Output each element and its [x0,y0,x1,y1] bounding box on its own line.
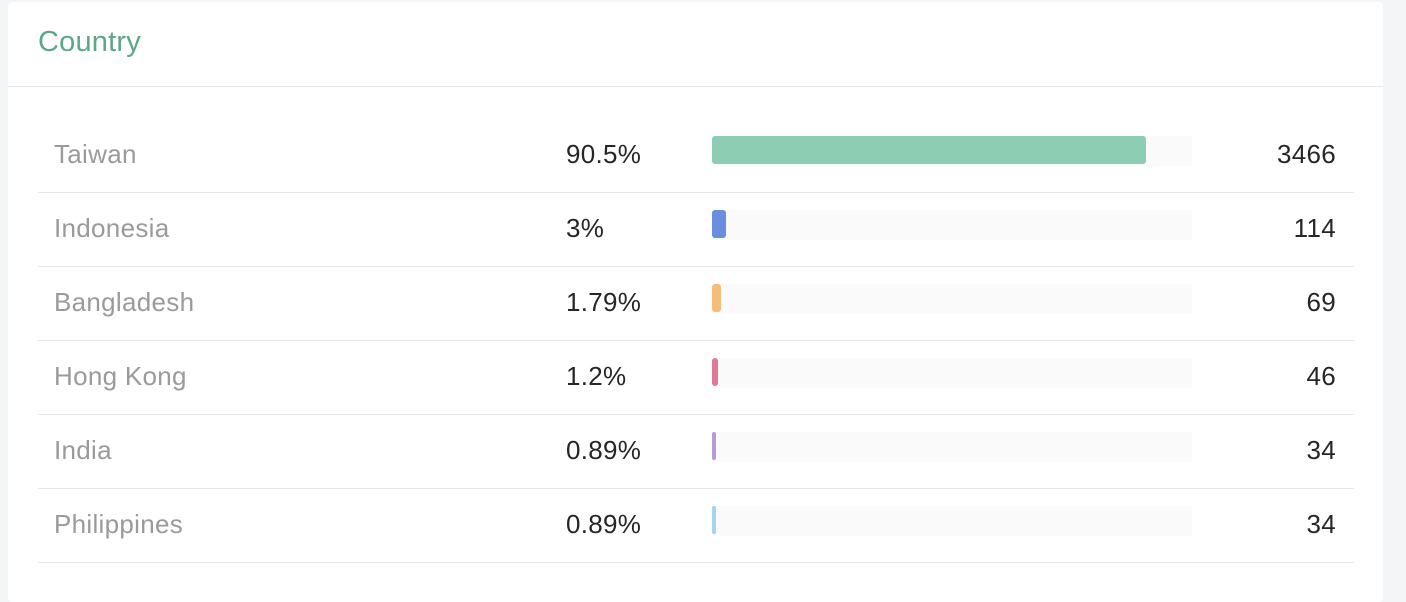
progress-track [712,136,1192,166]
card-header: Country [8,2,1383,87]
country-count: 3466 [1276,139,1336,169]
country-name: Bangladesh [54,287,195,317]
country-name: Indonesia [54,213,170,243]
progress-fill [712,210,726,238]
progress-track [712,358,1192,388]
country-count: 69 [1306,287,1336,317]
country-list: Taiwan 90.5% 3466 Indonesia 3% 114 Bangl… [38,119,1354,563]
progress-track [712,284,1192,314]
country-percent: 3% [566,213,605,243]
country-name: India [54,435,112,465]
country-row: Philippines 0.89% 34 [38,489,1354,563]
country-percent: 0.89% [566,509,642,539]
country-row: Hong Kong 1.2% 46 [38,341,1354,415]
progress-fill [712,136,1146,164]
progress-fill [712,432,716,460]
country-card: Country Taiwan 90.5% 3466 Indonesia 3% 1… [8,2,1383,602]
country-name: Hong Kong [54,361,187,391]
progress-fill [712,506,716,534]
country-row: Bangladesh 1.79% 69 [38,267,1354,341]
country-row: Taiwan 90.5% 3466 [38,119,1354,193]
progress-track [712,210,1192,240]
country-percent: 90.5% [566,139,642,169]
country-count: 34 [1306,509,1336,539]
country-name: Taiwan [54,139,137,169]
progress-fill [712,358,718,386]
country-percent: 1.79% [566,287,642,317]
country-name: Philippines [54,509,184,539]
country-count: 46 [1306,361,1336,391]
country-row: Indonesia 3% 114 [38,193,1354,267]
country-count: 34 [1306,435,1336,465]
progress-track [712,432,1192,462]
country-row: India 0.89% 34 [38,415,1354,489]
country-count: 114 [1293,213,1336,243]
progress-fill [712,284,721,312]
country-percent: 1.2% [566,361,627,391]
country-percent: 0.89% [566,435,642,465]
progress-track [712,506,1192,536]
card-title: Country [38,26,141,58]
